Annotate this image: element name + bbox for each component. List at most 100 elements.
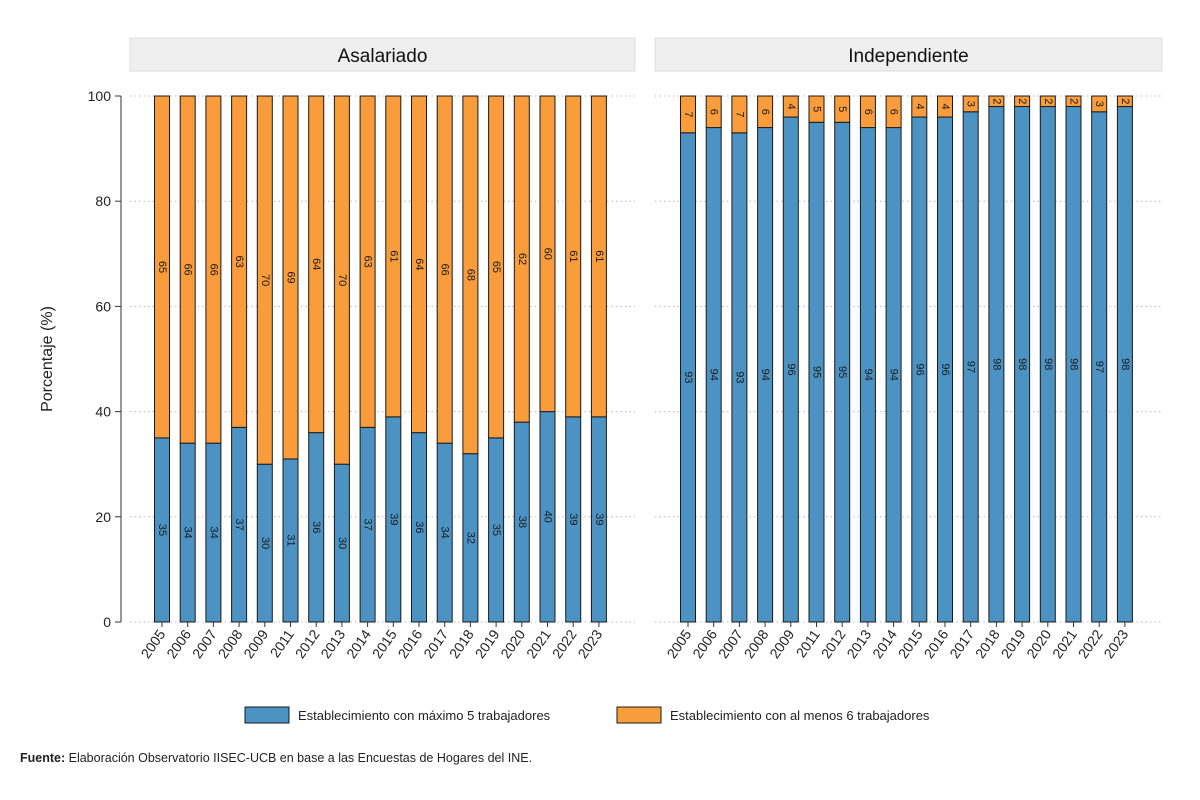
data-label: 4 [785, 103, 797, 109]
bar-min6 [256, 95, 273, 465]
data-label: 7 [682, 111, 694, 117]
data-label: 2 [1119, 98, 1131, 104]
data-label: 70 [336, 274, 348, 286]
x-tick-label: 2011 [793, 626, 823, 660]
bar-min6 [488, 95, 505, 439]
data-label: 64 [310, 258, 322, 270]
x-tick-label: 2013 [317, 626, 348, 661]
data-label: 94 [708, 369, 720, 381]
bar-min6 [333, 95, 350, 465]
data-label: 98 [1119, 358, 1131, 370]
data-label: 4 [939, 103, 951, 109]
data-label: 3 [1093, 101, 1105, 107]
x-tick-label: 2006 [163, 626, 194, 661]
bar-min6 [1091, 95, 1108, 113]
x-tick-label: 2012 [292, 626, 323, 661]
footnote-text: Elaboración Observatorio IISEC-UCB en ba… [65, 751, 533, 765]
data-label: 6 [759, 109, 771, 115]
bar-min6 [808, 95, 825, 123]
bar-min6 [680, 95, 696, 134]
x-tick-label: 2023 [1100, 626, 1131, 661]
x-tick-label: 2007 [189, 626, 220, 661]
bar-min6 [1116, 95, 1133, 108]
x-tick-label: 2016 [920, 626, 951, 661]
bar-min6 [834, 95, 851, 123]
x-tick-label: 2011 [267, 626, 297, 660]
data-label: 98 [990, 358, 1002, 370]
data-label: 94 [888, 369, 900, 381]
bar-min6 [462, 95, 479, 455]
data-label: 64 [413, 258, 425, 270]
x-tick-label: 2006 [689, 626, 720, 661]
data-label: 65 [156, 261, 168, 273]
x-tick-label: 2018 [972, 626, 1003, 661]
data-label: 62 [516, 253, 528, 265]
data-label: 6 [708, 109, 720, 115]
data-label: 95 [811, 366, 823, 378]
data-label: 37 [233, 519, 245, 531]
bar-min6 [359, 95, 376, 428]
bar-min6 [731, 95, 748, 134]
bar-min6 [436, 95, 453, 444]
data-label: 61 [593, 250, 605, 262]
legend-label: Establecimiento con al menos 6 trabajado… [670, 708, 930, 723]
x-tick-label: 2019 [472, 626, 503, 661]
x-tick-label: 2009 [240, 626, 271, 661]
bar-min6 [962, 95, 979, 113]
bar-min6 [308, 95, 325, 434]
data-label: 6 [862, 109, 874, 115]
data-label: 2 [990, 98, 1002, 104]
data-label: 63 [362, 256, 374, 268]
data-label: 6 [888, 109, 900, 115]
data-label: 98 [1068, 358, 1080, 370]
x-tick-label: 2020 [497, 626, 528, 661]
data-label: 98 [1016, 358, 1028, 370]
data-label: 40 [542, 511, 554, 523]
y-tick-label: 20 [95, 509, 111, 525]
data-label: 32 [464, 532, 476, 544]
x-tick-label: 2017 [946, 626, 977, 661]
panel-title: Independiente [848, 46, 968, 67]
bar-min6 [411, 95, 427, 434]
x-tick-label: 2007 [715, 626, 746, 661]
panel-title-strip [654, 37, 1163, 72]
data-label: 94 [759, 369, 771, 381]
x-tick-label: 2008 [741, 626, 772, 661]
x-tick-label: 2005 [137, 626, 168, 661]
data-label: 38 [516, 516, 528, 528]
y-tick-label: 100 [88, 88, 112, 104]
bar-min6 [179, 95, 196, 444]
x-tick-label: 2005 [663, 626, 694, 661]
x-tick-label: 2017 [420, 626, 451, 661]
data-label: 2 [1068, 98, 1080, 104]
data-label: 5 [811, 106, 823, 112]
data-label: 34 [439, 526, 451, 538]
x-tick-label: 2014 [343, 626, 374, 661]
data-label: 30 [336, 537, 348, 549]
x-tick-label: 2019 [998, 626, 1029, 661]
data-label: 70 [259, 274, 271, 286]
data-label: 95 [836, 366, 848, 378]
x-tick-label: 2015 [895, 626, 926, 661]
y-tick-label: 0 [103, 614, 111, 630]
data-label: 5 [836, 106, 848, 112]
data-label: 94 [862, 369, 874, 381]
data-label: 66 [182, 263, 194, 275]
bar-min6 [782, 95, 799, 118]
data-label: 97 [965, 361, 977, 373]
bar-min6 [705, 95, 722, 129]
bar-min6 [1039, 95, 1056, 108]
bar-min6 [859, 95, 876, 129]
bar-min6 [385, 95, 402, 418]
data-label: 39 [387, 513, 399, 525]
x-tick-label: 2023 [574, 626, 605, 661]
x-tick-label: 2013 [843, 626, 874, 661]
data-label: 39 [593, 513, 605, 525]
bar-min6 [282, 95, 299, 460]
data-label: 97 [1093, 361, 1105, 373]
y-tick-label: 40 [95, 404, 111, 420]
data-label: 66 [207, 263, 219, 275]
data-label: 63 [233, 256, 245, 268]
x-tick-label: 2016 [394, 626, 425, 661]
